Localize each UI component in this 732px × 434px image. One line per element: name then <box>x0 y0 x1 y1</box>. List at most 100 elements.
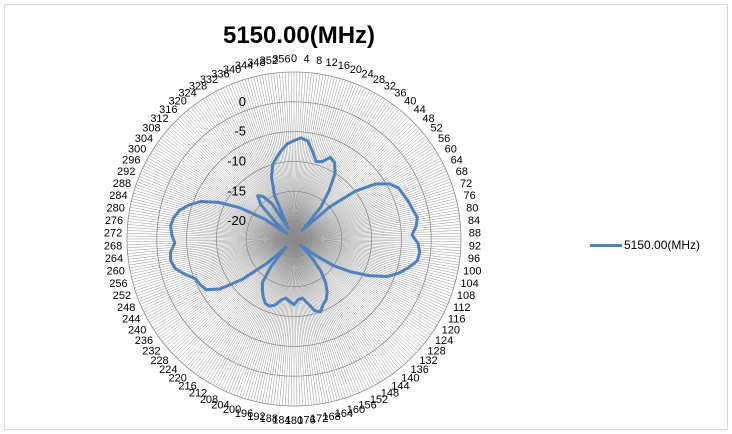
angle-label: 20 <box>350 64 362 76</box>
grid-spoke <box>198 238 295 376</box>
radial-tick-label: -10 <box>227 154 246 169</box>
angle-label: 132 <box>419 355 437 367</box>
angle-label: 264 <box>105 253 123 265</box>
grid-spoke <box>233 238 295 395</box>
angle-label: 124 <box>435 335 453 347</box>
grid-spoke <box>293 238 298 406</box>
angle-label: 84 <box>468 215 480 227</box>
grid-spoke <box>225 238 295 392</box>
grid-spoke <box>293 238 376 386</box>
grid-spoke <box>293 198 457 240</box>
grid-spoke <box>293 204 458 240</box>
grid-spoke <box>131 201 295 240</box>
grid-spoke <box>293 238 349 397</box>
grid-spoke <box>293 78 341 240</box>
grid-spoke <box>293 238 381 383</box>
angle-label: 72 <box>460 178 472 190</box>
angle-label: 324 <box>178 88 196 100</box>
angle-label: 120 <box>442 325 460 337</box>
grid-ring <box>126 71 462 407</box>
grid-spoke <box>293 72 312 240</box>
grid-spoke <box>293 238 309 406</box>
grid-spoke <box>293 176 449 240</box>
grid-spoke <box>293 238 338 401</box>
angle-label: 76 <box>463 190 475 202</box>
grid-spoke <box>285 238 295 406</box>
angle-label: 228 <box>150 355 168 367</box>
grid-spoke <box>290 72 295 240</box>
grid-spoke <box>293 238 355 395</box>
angle-label: 272 <box>104 228 122 240</box>
grid-spoke <box>177 238 295 360</box>
grid-spoke <box>136 184 295 240</box>
grid-spoke <box>276 238 295 406</box>
grid-spoke <box>293 147 435 240</box>
grid-spoke <box>270 238 295 405</box>
angle-label: 48 <box>422 113 434 125</box>
grid-spoke <box>293 133 424 240</box>
angle-label: 164 <box>335 408 353 420</box>
grid-spoke <box>140 238 295 305</box>
angle-label: 60 <box>445 144 457 156</box>
grid-spoke <box>293 192 455 240</box>
grid-spoke <box>293 206 458 240</box>
angle-label: 216 <box>178 380 196 392</box>
grid-spoke <box>293 238 352 397</box>
grid-spoke <box>293 238 371 388</box>
grid-spoke <box>236 238 295 397</box>
grid-spoke <box>293 238 332 402</box>
grid-spoke <box>293 238 388 378</box>
grid-spoke <box>127 238 295 254</box>
grid-spoke <box>293 91 373 240</box>
grid-spoke <box>244 238 295 399</box>
radial-tick-label: 0 <box>239 94 246 109</box>
angle-label: 0 <box>291 53 297 65</box>
grid-spoke <box>139 176 295 240</box>
grid-spoke <box>149 155 295 240</box>
grid-spoke <box>131 238 295 280</box>
grid-spoke <box>293 76 332 240</box>
grid-spoke <box>259 238 295 403</box>
grid-spoke <box>293 238 368 390</box>
grid-spoke <box>293 238 447 308</box>
grid-spoke <box>132 238 295 283</box>
grid-spoke <box>139 238 295 302</box>
grid-spoke <box>293 73 315 240</box>
grid-spoke <box>293 170 447 240</box>
angle-label: 12 <box>325 57 337 69</box>
angle-label: 168 <box>322 411 340 423</box>
grid-spoke <box>293 79 344 240</box>
grid-spoke <box>293 86 363 240</box>
grid-spoke <box>193 238 295 373</box>
grid-spoke <box>293 238 461 257</box>
grid-spoke <box>293 227 461 240</box>
grid-spoke <box>293 178 450 240</box>
grid-spoke <box>150 238 295 326</box>
grid-spoke <box>158 238 295 338</box>
grid-spoke <box>193 105 295 240</box>
angle-label: 208 <box>200 394 218 406</box>
grid-spoke <box>127 227 295 240</box>
grid-spoke <box>293 85 360 240</box>
grid-spoke <box>152 238 295 328</box>
angle-label: 4 <box>304 53 310 65</box>
grid-spoke <box>293 238 415 356</box>
angle-label: 304 <box>135 133 153 145</box>
grid-spoke <box>146 238 295 318</box>
grid-spoke <box>188 109 295 240</box>
angle-label: 160 <box>347 404 365 416</box>
grid-spoke <box>290 238 295 406</box>
grid-spoke <box>132 195 295 240</box>
grid-spoke <box>293 238 458 274</box>
angle-label: 156 <box>358 399 376 411</box>
grid-spoke <box>150 152 295 240</box>
angle-label: 284 <box>109 190 127 202</box>
grid-spoke <box>293 238 360 393</box>
grid-spoke <box>135 238 295 291</box>
angle-label: 92 <box>469 240 481 252</box>
angle-label: 108 <box>457 290 475 302</box>
grid-spoke <box>210 238 295 384</box>
grid-spoke <box>253 238 295 402</box>
grid-spoke <box>293 238 461 251</box>
